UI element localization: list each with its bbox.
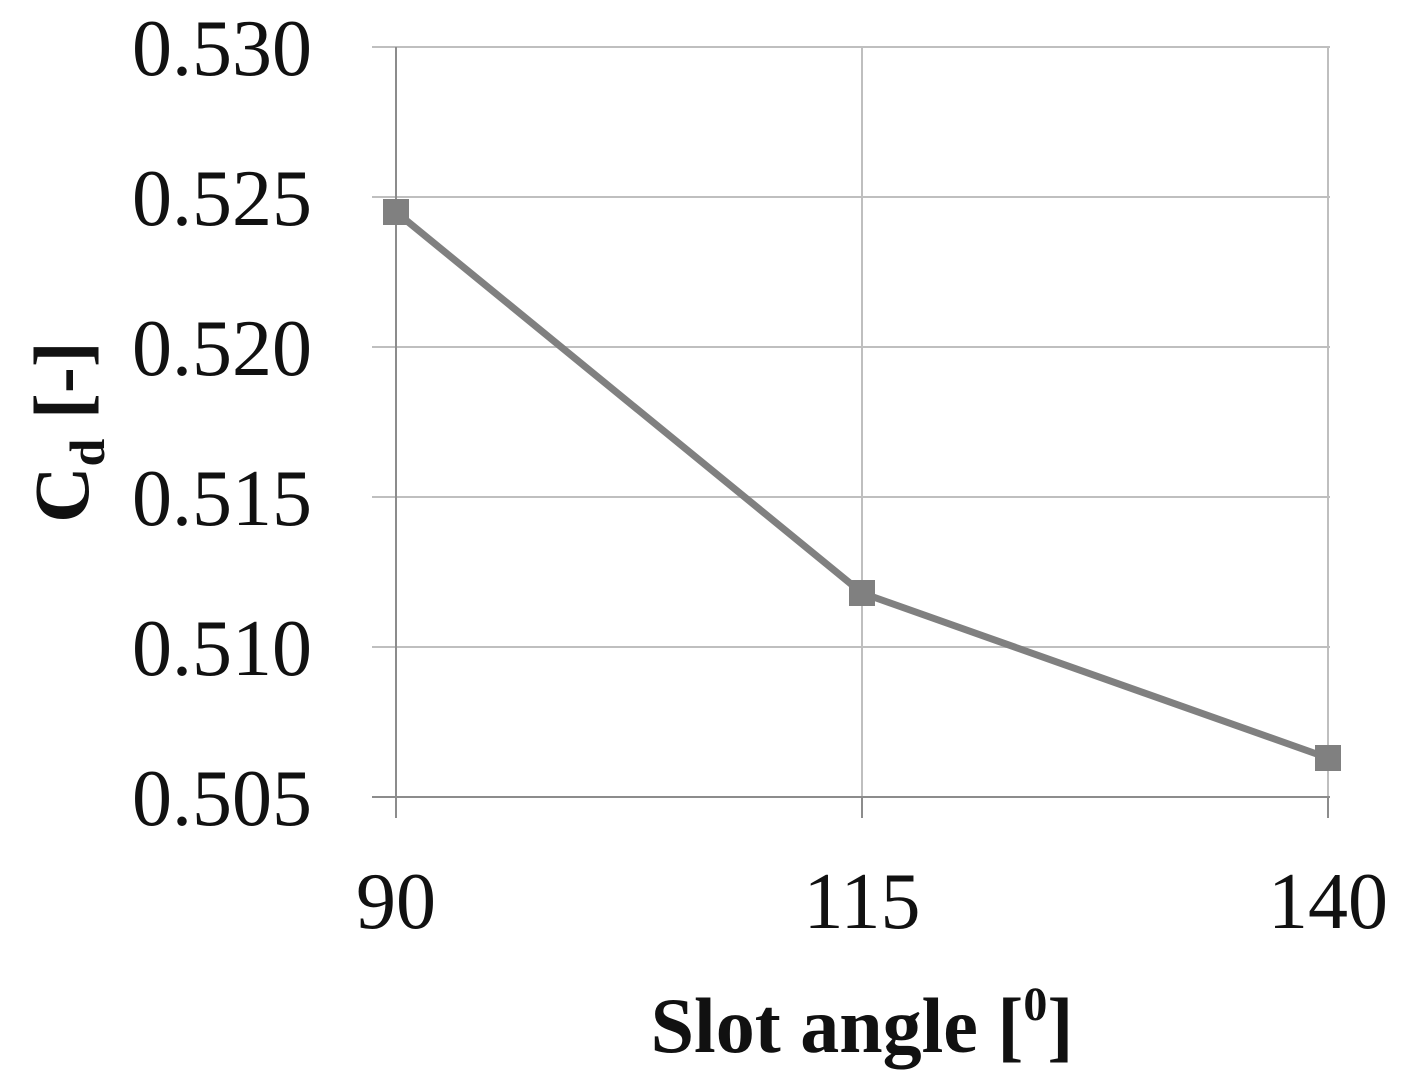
x-tick-labels: 90 115 140 <box>356 858 1388 946</box>
y-tick-label: 0.520 <box>132 305 312 393</box>
y-tick-label: 0.530 <box>132 5 312 93</box>
y-tick-label: 0.515 <box>132 455 312 543</box>
x-tick-label: 140 <box>1268 858 1388 946</box>
data-point-marker <box>849 580 875 606</box>
data-series <box>383 199 1341 771</box>
y-axis-title: Cd [-] <box>18 341 115 523</box>
y-tick-labels: 0.505 0.510 0.515 0.520 0.525 0.530 <box>132 5 312 843</box>
x-axis-title: Slot angle [0] <box>651 978 1074 1069</box>
data-point-marker <box>383 199 409 225</box>
y-tick-label: 0.505 <box>132 755 312 843</box>
data-point-marker <box>1315 745 1341 771</box>
x-tick-label: 115 <box>803 858 920 946</box>
x-tick-label: 90 <box>356 858 436 946</box>
y-tick-label: 0.510 <box>132 605 312 693</box>
y-tick-label: 0.525 <box>132 155 312 243</box>
grid-lines <box>372 46 1330 797</box>
axes <box>372 47 1330 818</box>
